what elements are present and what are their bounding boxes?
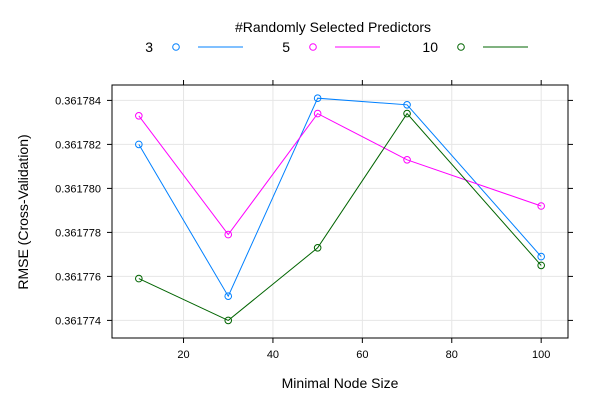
y-tick-label: 0.361778: [55, 227, 101, 239]
legend-marker: [309, 43, 317, 51]
series-line-5: [138, 112, 542, 236]
x-tick-label: 20: [177, 349, 189, 361]
data-point: [403, 156, 411, 164]
series-3: [135, 94, 545, 301]
series-5: [135, 109, 545, 239]
legend-marker: [457, 43, 465, 51]
y-axis-title: RMSE (Cross-Validation): [15, 134, 31, 289]
data-point: [224, 230, 233, 239]
series-10: [135, 109, 545, 325]
plot-frame: [111, 84, 569, 339]
series-line-3: [138, 97, 542, 298]
x-tick-label: 80: [446, 349, 458, 361]
x-tick-label: 100: [532, 349, 550, 361]
data-point: [403, 101, 411, 109]
legend-marker: [172, 43, 180, 51]
x-axis-title: Minimal Node Size: [282, 375, 399, 391]
data-point: [224, 292, 233, 301]
legend-label: 10: [422, 39, 438, 55]
y-tick-label: 0.361784: [55, 95, 101, 107]
data-point: [537, 261, 545, 270]
legend-label: 3: [145, 39, 153, 55]
legend-item-10: 10: [422, 39, 528, 55]
data-point: [313, 109, 322, 118]
y-tick-label: 0.361780: [55, 183, 101, 195]
data-point: [135, 274, 143, 283]
data-point: [313, 244, 322, 252]
y-tick-label: 0.361774: [55, 315, 101, 327]
data-point: [537, 202, 545, 210]
data-point: [135, 112, 143, 120]
series-line-10: [138, 112, 542, 321]
legend-item-5: 5: [282, 39, 380, 55]
x-tick-label: 40: [267, 349, 279, 361]
data-point: [313, 94, 322, 102]
y-tick-label: 0.361782: [55, 139, 101, 151]
legend-item-3: 3: [145, 39, 243, 55]
data-point: [537, 252, 545, 261]
x-tick-label: 60: [356, 349, 368, 361]
data-point: [135, 140, 143, 149]
legend-label: 5: [282, 39, 290, 55]
plot-area: 20 40 60 80 100 0.361774 0.361776 0.361778 0.36…: [55, 80, 573, 361]
legend: #Randomly Selected Predictors 3 5 10: [145, 19, 528, 55]
data-point: [224, 316, 233, 325]
legend-title: #Randomly Selected Predictors: [235, 19, 431, 35]
y-tick-label: 0.361776: [55, 271, 101, 283]
data-point: [403, 109, 411, 118]
